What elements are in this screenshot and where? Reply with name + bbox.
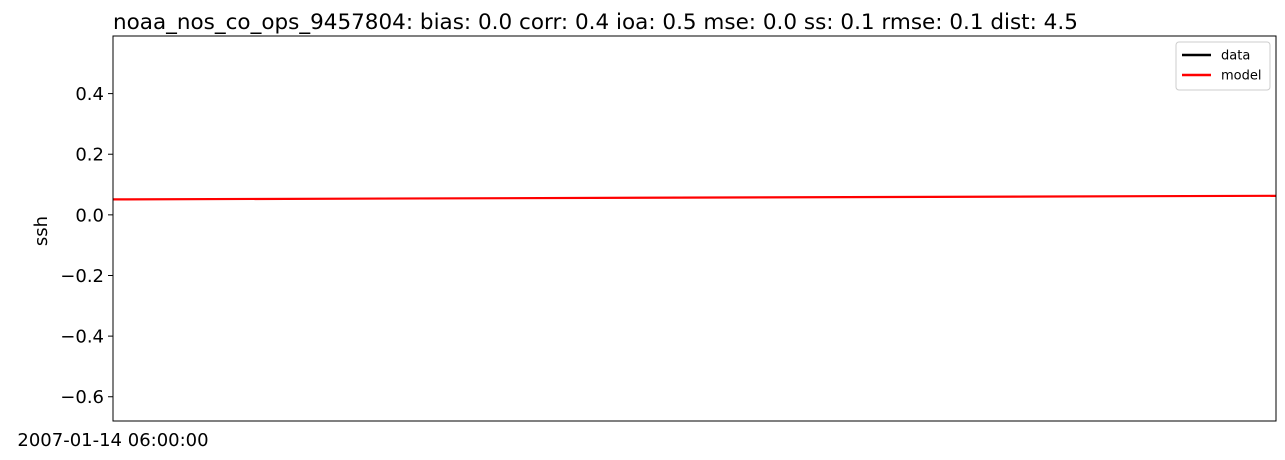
y-tick-label: −0.6 <box>60 387 104 408</box>
legend-label-data: data <box>1221 49 1250 64</box>
y-tick-label: 0.2 <box>75 145 104 166</box>
x-tick-label: 2007-01-14 06:00:00 <box>17 430 208 451</box>
legend: data model <box>1175 41 1271 91</box>
x-axis-ticks: 2007-01-14 06:00:00 <box>17 430 208 451</box>
plot-frame <box>112 35 1277 422</box>
chart-title: noaa_nos_co_ops_9457804: bias: 0.0 corr:… <box>113 10 1078 35</box>
legend-label-model: model <box>1221 69 1261 84</box>
y-tick-label: 0.0 <box>75 205 104 226</box>
series-line-model <box>112 194 1277 201</box>
y-tick-label: −0.2 <box>60 266 104 287</box>
series-layer <box>112 194 1277 201</box>
y-axis-ticks: −0.6 −0.4 −0.2 0.0 0.2 0.4 <box>60 84 113 408</box>
y-axis-label: ssh <box>31 216 52 246</box>
y-tick-label: −0.4 <box>60 327 104 348</box>
y-tick-label: 0.4 <box>75 84 104 105</box>
